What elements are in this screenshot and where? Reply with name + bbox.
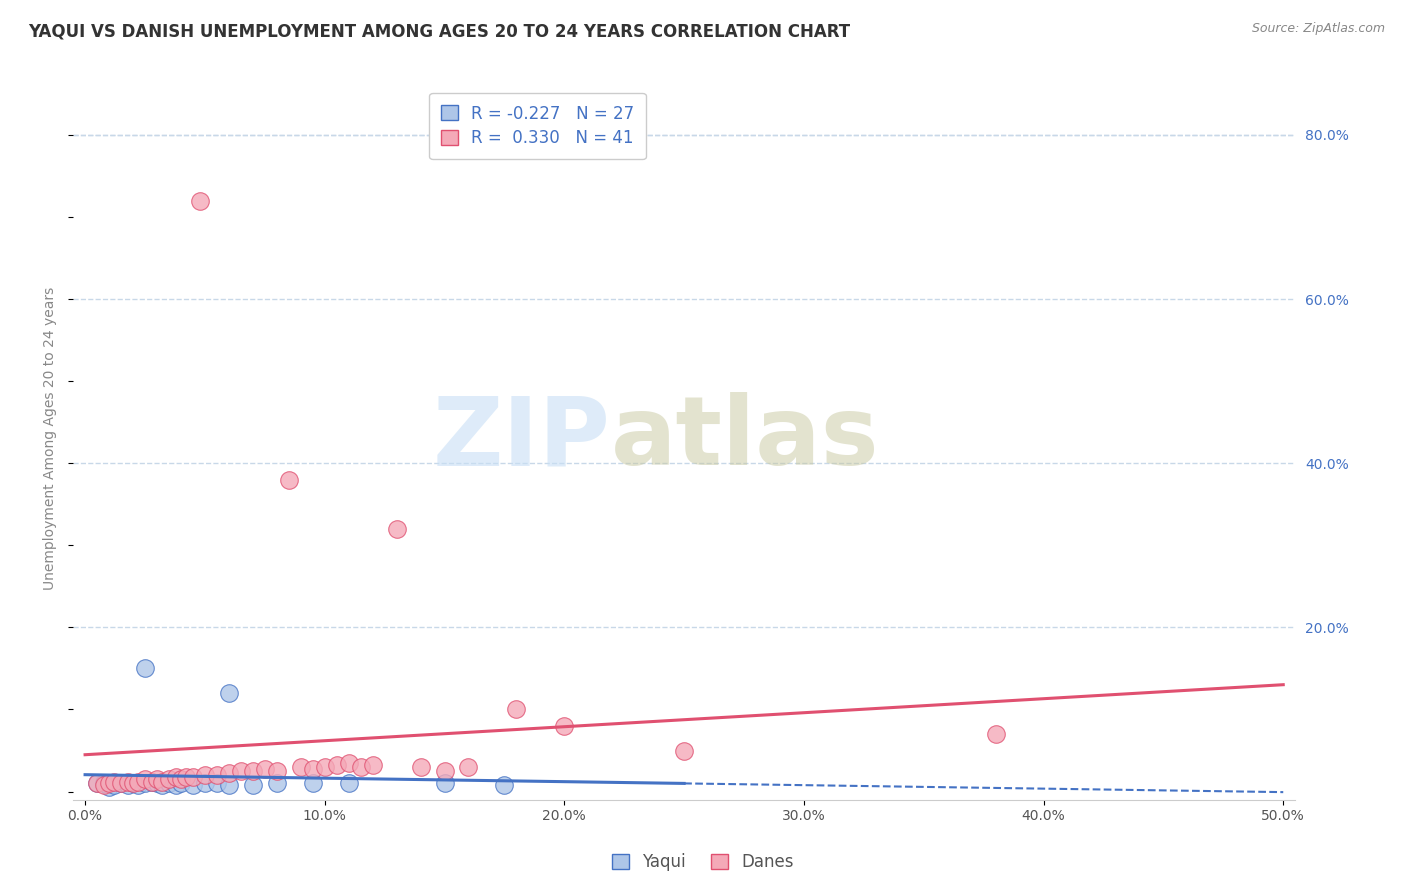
Point bbox=[290, 760, 312, 774]
Point bbox=[181, 770, 204, 784]
Y-axis label: Unemployment Among Ages 20 to 24 years: Unemployment Among Ages 20 to 24 years bbox=[44, 287, 58, 591]
Point bbox=[146, 772, 169, 787]
Point bbox=[242, 764, 264, 778]
Point bbox=[93, 776, 115, 790]
Point bbox=[409, 760, 432, 774]
Point bbox=[218, 766, 240, 780]
Point bbox=[277, 473, 299, 487]
Point bbox=[205, 768, 228, 782]
Point bbox=[157, 772, 180, 787]
Point bbox=[117, 778, 139, 792]
Point bbox=[103, 774, 125, 789]
Point bbox=[174, 770, 197, 784]
Point bbox=[194, 776, 217, 790]
Point bbox=[218, 778, 240, 792]
Point bbox=[127, 778, 149, 792]
Point bbox=[165, 778, 187, 792]
Point bbox=[117, 774, 139, 789]
Point bbox=[98, 776, 121, 790]
Point bbox=[86, 776, 108, 790]
Point bbox=[301, 762, 323, 776]
Point bbox=[110, 776, 132, 790]
Point bbox=[146, 776, 169, 790]
Point bbox=[127, 774, 149, 789]
Point bbox=[103, 778, 125, 792]
Point bbox=[122, 776, 145, 790]
Point bbox=[205, 776, 228, 790]
Point bbox=[385, 522, 408, 536]
Text: ZIP: ZIP bbox=[433, 392, 610, 485]
Point bbox=[134, 772, 156, 787]
Point bbox=[266, 764, 288, 778]
Point bbox=[337, 776, 360, 790]
Point bbox=[157, 776, 180, 790]
Point bbox=[314, 760, 336, 774]
Legend: R = -0.227   N = 27, R =  0.330   N = 41: R = -0.227 N = 27, R = 0.330 N = 41 bbox=[429, 93, 645, 159]
Point bbox=[150, 774, 173, 789]
Point bbox=[673, 743, 696, 757]
Point bbox=[194, 768, 217, 782]
Point bbox=[350, 760, 373, 774]
Point bbox=[229, 764, 252, 778]
Point bbox=[494, 778, 516, 792]
Point bbox=[266, 776, 288, 790]
Point bbox=[165, 770, 187, 784]
Point bbox=[141, 774, 163, 789]
Point bbox=[93, 778, 115, 792]
Point bbox=[170, 772, 193, 787]
Point bbox=[361, 758, 384, 772]
Text: Source: ZipAtlas.com: Source: ZipAtlas.com bbox=[1251, 22, 1385, 36]
Point bbox=[505, 702, 527, 716]
Point bbox=[150, 778, 173, 792]
Point bbox=[134, 661, 156, 675]
Point bbox=[134, 776, 156, 790]
Point bbox=[457, 760, 479, 774]
Point bbox=[141, 774, 163, 789]
Legend: Yaqui, Danes: Yaqui, Danes bbox=[605, 845, 801, 880]
Point bbox=[181, 778, 204, 792]
Point bbox=[170, 776, 193, 790]
Point bbox=[122, 776, 145, 790]
Point bbox=[553, 719, 575, 733]
Point bbox=[242, 778, 264, 792]
Text: atlas: atlas bbox=[610, 392, 880, 485]
Text: YAQUI VS DANISH UNEMPLOYMENT AMONG AGES 20 TO 24 YEARS CORRELATION CHART: YAQUI VS DANISH UNEMPLOYMENT AMONG AGES … bbox=[28, 22, 851, 40]
Point bbox=[188, 194, 211, 208]
Point bbox=[86, 776, 108, 790]
Point bbox=[325, 758, 347, 772]
Point bbox=[433, 764, 456, 778]
Point bbox=[98, 780, 121, 795]
Point bbox=[301, 776, 323, 790]
Point bbox=[253, 762, 276, 776]
Point bbox=[337, 756, 360, 770]
Point bbox=[110, 776, 132, 790]
Point bbox=[984, 727, 1007, 741]
Point bbox=[433, 776, 456, 790]
Point bbox=[218, 686, 240, 700]
